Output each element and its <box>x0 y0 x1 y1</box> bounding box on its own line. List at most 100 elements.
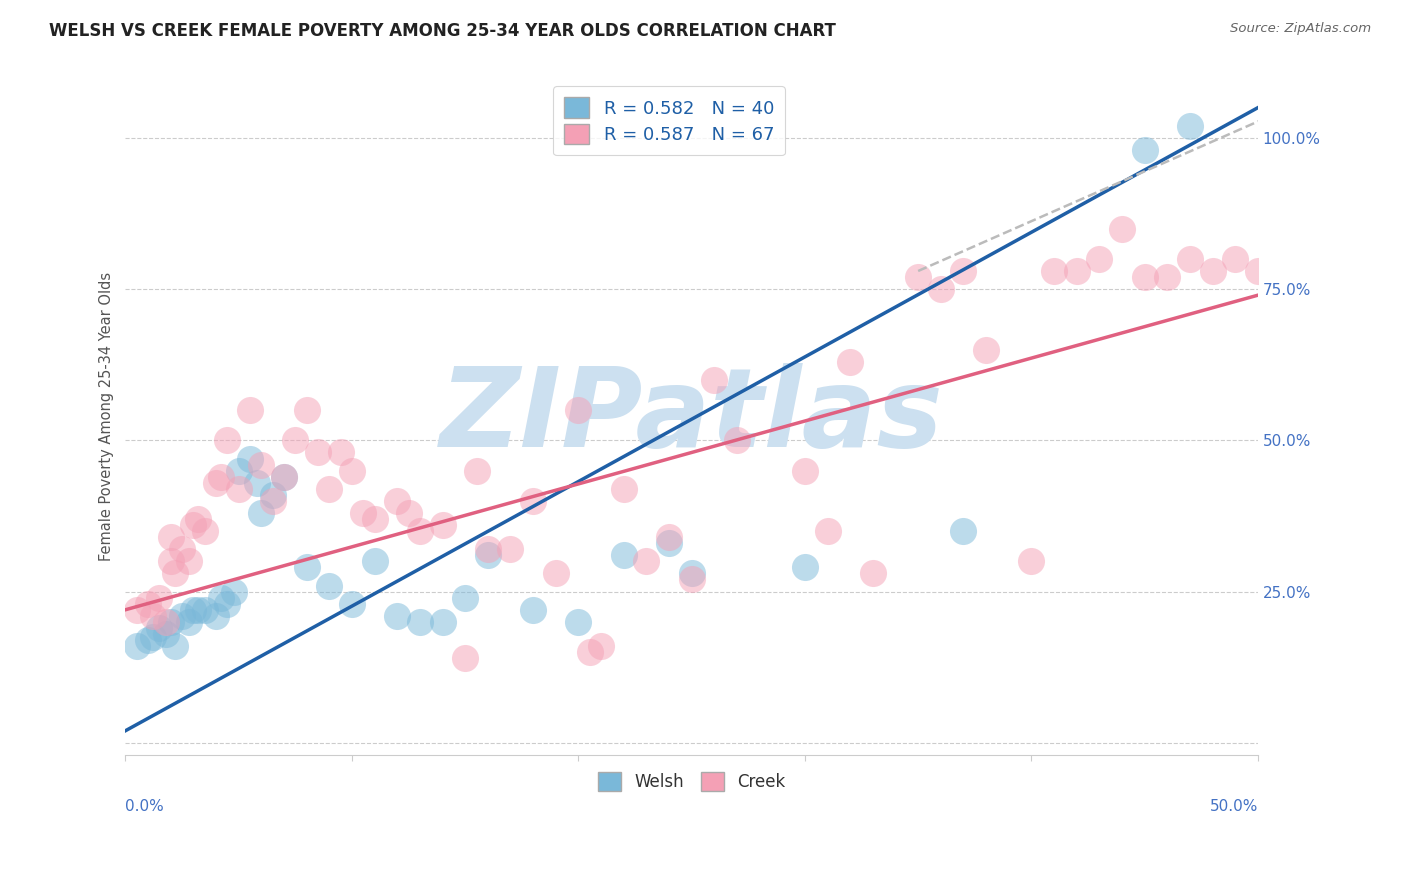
Point <box>228 482 250 496</box>
Point <box>477 549 499 563</box>
Point <box>363 554 385 568</box>
Point <box>1201 264 1223 278</box>
Point <box>165 639 187 653</box>
Point <box>974 343 997 357</box>
Point <box>217 597 239 611</box>
Point <box>340 597 363 611</box>
Point <box>703 373 725 387</box>
Point <box>952 524 974 538</box>
Point <box>1133 270 1156 285</box>
Point <box>155 615 177 629</box>
Point <box>409 615 432 629</box>
Point <box>1178 119 1201 133</box>
Point <box>658 530 681 544</box>
Point <box>246 475 269 490</box>
Point <box>177 554 200 568</box>
Point <box>142 630 165 644</box>
Point <box>681 566 703 581</box>
Point <box>250 506 273 520</box>
Point <box>636 554 658 568</box>
Point <box>295 403 318 417</box>
Point <box>318 578 340 592</box>
Point <box>224 584 246 599</box>
Point <box>125 639 148 653</box>
Point <box>187 512 209 526</box>
Point <box>862 566 884 581</box>
Point <box>165 566 187 581</box>
Point <box>793 560 815 574</box>
Point <box>907 270 929 285</box>
Point <box>1178 252 1201 266</box>
Point <box>136 597 159 611</box>
Point <box>578 645 600 659</box>
Point <box>1247 264 1270 278</box>
Point <box>477 542 499 557</box>
Text: 50.0%: 50.0% <box>1209 799 1258 814</box>
Point <box>159 530 181 544</box>
Y-axis label: Female Poverty Among 25-34 Year Olds: Female Poverty Among 25-34 Year Olds <box>100 272 114 561</box>
Text: ZIPatlas: ZIPatlas <box>440 363 943 470</box>
Point <box>613 482 636 496</box>
Point <box>363 512 385 526</box>
Text: Source: ZipAtlas.com: Source: ZipAtlas.com <box>1230 22 1371 36</box>
Point <box>142 608 165 623</box>
Point <box>658 536 681 550</box>
Point <box>228 464 250 478</box>
Point <box>318 482 340 496</box>
Point <box>352 506 374 520</box>
Text: 0.0%: 0.0% <box>125 799 165 814</box>
Point <box>250 458 273 472</box>
Point <box>155 627 177 641</box>
Point <box>136 632 159 647</box>
Point <box>387 494 409 508</box>
Point <box>591 639 613 653</box>
Point <box>1043 264 1066 278</box>
Point <box>209 591 232 605</box>
Point <box>839 355 862 369</box>
Point <box>217 434 239 448</box>
Point <box>159 615 181 629</box>
Point <box>1111 221 1133 235</box>
Point <box>567 403 589 417</box>
Text: WELSH VS CREEK FEMALE POVERTY AMONG 25-34 YEAR OLDS CORRELATION CHART: WELSH VS CREEK FEMALE POVERTY AMONG 25-3… <box>49 22 837 40</box>
Point <box>1066 264 1088 278</box>
Point <box>952 264 974 278</box>
Point <box>125 603 148 617</box>
Point <box>398 506 420 520</box>
Point <box>148 591 170 605</box>
Point <box>567 615 589 629</box>
Legend: Welsh, Creek: Welsh, Creek <box>588 762 796 801</box>
Point <box>205 608 228 623</box>
Point <box>194 524 217 538</box>
Point <box>1021 554 1043 568</box>
Point <box>1088 252 1111 266</box>
Point <box>177 615 200 629</box>
Point <box>205 475 228 490</box>
Point <box>613 549 636 563</box>
Point <box>273 469 295 483</box>
Point <box>183 518 205 533</box>
Point <box>187 603 209 617</box>
Point <box>183 603 205 617</box>
Point <box>522 494 544 508</box>
Point <box>340 464 363 478</box>
Point <box>817 524 839 538</box>
Point <box>262 488 284 502</box>
Point <box>544 566 567 581</box>
Point <box>273 469 295 483</box>
Point <box>284 434 307 448</box>
Point <box>432 615 454 629</box>
Point <box>522 603 544 617</box>
Point <box>172 608 194 623</box>
Point <box>725 434 748 448</box>
Point <box>1156 270 1178 285</box>
Point <box>465 464 488 478</box>
Point <box>681 573 703 587</box>
Point <box>148 621 170 635</box>
Point <box>209 469 232 483</box>
Point <box>239 403 262 417</box>
Point <box>409 524 432 538</box>
Point <box>454 651 477 665</box>
Point <box>262 494 284 508</box>
Point <box>159 554 181 568</box>
